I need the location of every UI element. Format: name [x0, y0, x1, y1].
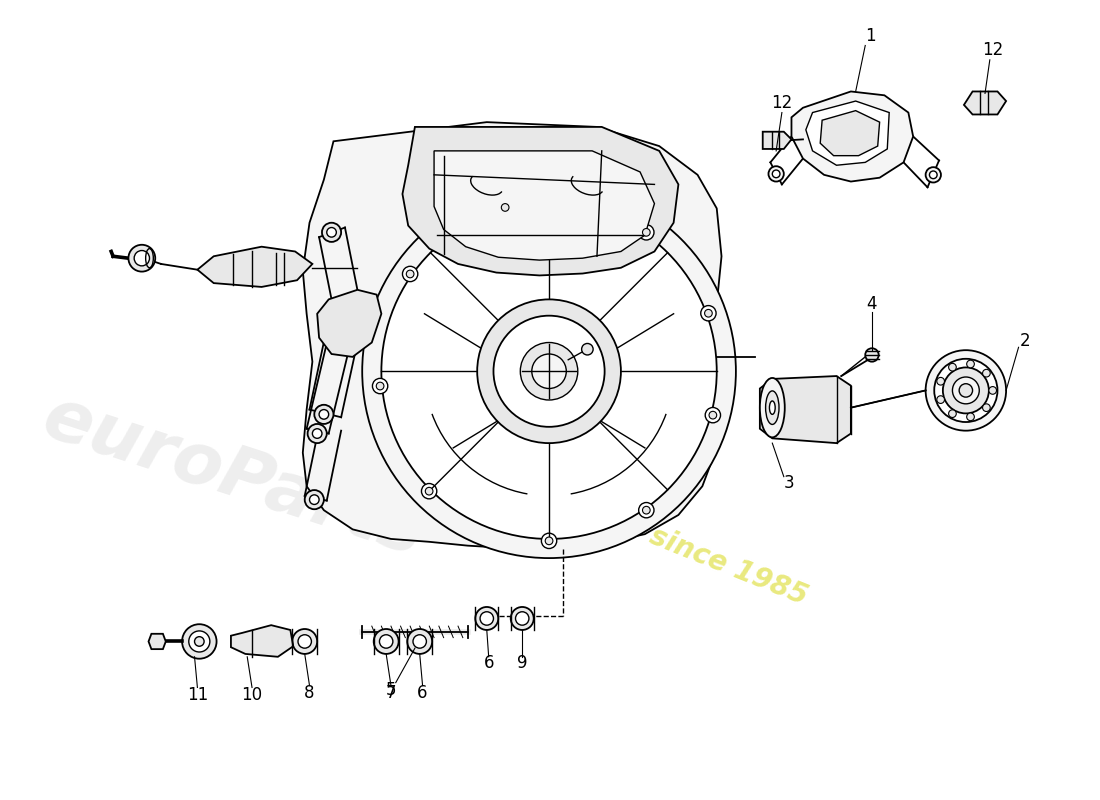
Circle shape: [319, 410, 329, 419]
Polygon shape: [231, 625, 294, 657]
Circle shape: [642, 506, 650, 514]
Circle shape: [379, 634, 393, 648]
Circle shape: [494, 316, 605, 427]
Circle shape: [502, 204, 509, 211]
Circle shape: [315, 405, 333, 424]
Circle shape: [183, 624, 217, 658]
Circle shape: [982, 370, 990, 377]
Circle shape: [520, 342, 578, 400]
Circle shape: [582, 343, 593, 355]
Text: 3: 3: [783, 474, 794, 492]
Text: 6: 6: [483, 654, 494, 673]
Ellipse shape: [769, 401, 776, 414]
Circle shape: [510, 607, 534, 630]
Text: 4: 4: [867, 295, 877, 313]
Polygon shape: [403, 127, 679, 275]
Circle shape: [312, 429, 322, 438]
Polygon shape: [964, 91, 1007, 114]
Text: euroParts: euroParts: [34, 382, 432, 570]
Circle shape: [403, 266, 418, 282]
Circle shape: [937, 396, 945, 403]
Circle shape: [382, 203, 717, 539]
Circle shape: [129, 245, 155, 272]
Circle shape: [948, 363, 956, 371]
Ellipse shape: [766, 391, 779, 425]
Text: 2: 2: [1020, 331, 1031, 350]
Polygon shape: [821, 110, 880, 156]
Circle shape: [362, 185, 736, 558]
Circle shape: [541, 533, 557, 549]
Circle shape: [477, 299, 620, 443]
Text: 7: 7: [386, 684, 396, 702]
Circle shape: [982, 404, 990, 411]
Polygon shape: [806, 101, 889, 166]
Text: passion for Parts since 1985: passion for Parts since 1985: [392, 419, 812, 610]
Text: 11: 11: [187, 686, 208, 704]
Circle shape: [639, 502, 654, 518]
Circle shape: [546, 537, 553, 545]
Circle shape: [426, 487, 433, 495]
Circle shape: [327, 227, 337, 237]
Circle shape: [480, 612, 494, 625]
Circle shape: [948, 410, 956, 418]
Circle shape: [967, 413, 975, 421]
Circle shape: [531, 354, 566, 389]
Circle shape: [309, 495, 319, 505]
Text: 12: 12: [771, 94, 792, 112]
Circle shape: [769, 166, 784, 182]
Circle shape: [705, 310, 713, 317]
Polygon shape: [434, 151, 654, 260]
Polygon shape: [792, 91, 913, 182]
Circle shape: [421, 483, 437, 499]
Circle shape: [967, 360, 975, 368]
Polygon shape: [317, 290, 382, 357]
Polygon shape: [197, 246, 312, 287]
Circle shape: [943, 367, 989, 414]
Circle shape: [308, 424, 327, 443]
Circle shape: [953, 377, 979, 404]
Circle shape: [475, 607, 498, 630]
Circle shape: [705, 407, 720, 423]
Circle shape: [925, 350, 1007, 430]
Circle shape: [959, 384, 972, 397]
Circle shape: [305, 490, 323, 510]
Circle shape: [189, 631, 210, 652]
Circle shape: [516, 612, 529, 625]
Circle shape: [293, 629, 317, 654]
Circle shape: [322, 222, 341, 242]
Circle shape: [497, 200, 513, 215]
Circle shape: [934, 358, 998, 422]
Circle shape: [710, 411, 717, 419]
Polygon shape: [762, 132, 792, 149]
Circle shape: [989, 386, 997, 394]
Text: 10: 10: [242, 686, 263, 704]
Text: 9: 9: [517, 654, 528, 673]
Circle shape: [134, 250, 150, 266]
Text: 6: 6: [417, 684, 428, 702]
Circle shape: [298, 634, 311, 648]
Circle shape: [412, 634, 427, 648]
Circle shape: [925, 167, 940, 182]
Circle shape: [374, 629, 398, 654]
Polygon shape: [302, 122, 722, 549]
Text: 12: 12: [982, 42, 1003, 59]
Circle shape: [701, 306, 716, 321]
Circle shape: [373, 378, 388, 394]
Circle shape: [937, 378, 945, 385]
Text: 8: 8: [305, 684, 315, 702]
Circle shape: [195, 637, 205, 646]
Circle shape: [866, 348, 879, 362]
Ellipse shape: [760, 378, 784, 438]
Polygon shape: [148, 634, 166, 649]
Circle shape: [406, 270, 414, 278]
Circle shape: [376, 382, 384, 390]
Circle shape: [930, 171, 937, 178]
Circle shape: [639, 225, 654, 240]
Text: 1: 1: [865, 27, 876, 45]
Circle shape: [642, 229, 650, 236]
Circle shape: [407, 629, 432, 654]
Circle shape: [772, 170, 780, 178]
Text: 5: 5: [386, 682, 396, 699]
Polygon shape: [760, 376, 851, 443]
